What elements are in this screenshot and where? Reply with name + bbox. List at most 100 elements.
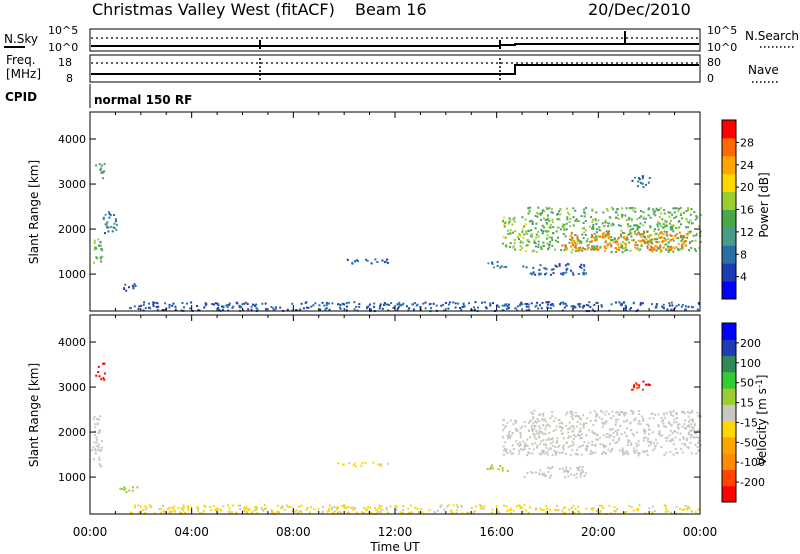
scatter-cell-7: [656, 238, 659, 241]
scatter-cell-8: [637, 231, 640, 234]
scatter-cell-7: [639, 222, 642, 225]
scatter-cell-9: [347, 505, 350, 508]
scatter-cell-7: [541, 472, 544, 475]
scatter-cell-7: [669, 211, 672, 214]
scatter-cell-7: [579, 475, 582, 478]
scatter-cell-0: [94, 423, 97, 426]
scatter-cell-11: [221, 309, 224, 312]
scatter-cell-9: [546, 508, 548, 511]
scatter-cell-1: [102, 376, 105, 379]
scatter-cell-2: [123, 488, 126, 491]
scatter-cell-7: [640, 210, 643, 212]
scatter-cell-6: [689, 418, 692, 421]
scatter-cell-7: [625, 239, 628, 242]
scatter-cell-6: [546, 424, 548, 427]
scatter-cell-9: [434, 511, 437, 514]
scatter-cell-6: [653, 447, 656, 450]
scatter-cell-9: [202, 510, 205, 513]
scatter-cell-9: [341, 504, 344, 507]
scatter-cell-7: [567, 470, 570, 473]
scatter-cell-6: [605, 436, 608, 439]
scatter-cell-11: [595, 301, 598, 304]
scatter-cell-9: [346, 511, 349, 514]
scatter-cell-6: [684, 419, 687, 422]
scatter-cell-7: [665, 243, 668, 246]
scatter-cell-11: [272, 307, 275, 310]
scatter-cell-8: [580, 248, 583, 251]
scatter-cell-7: [577, 239, 580, 242]
scatter-cell-11: [530, 302, 533, 305]
scatter-cell-8: [579, 246, 582, 249]
scatter-cell-3: [128, 286, 130, 289]
scatter-cell-9: [255, 508, 258, 511]
scatter-cell-6: [670, 412, 673, 415]
scatter-cell-7: [615, 211, 618, 214]
scatter-cell-7: [576, 467, 579, 469]
scatter-cell-6: [570, 425, 573, 428]
scatter-cell-7: [585, 206, 587, 209]
scatter-cell-8: [618, 248, 621, 251]
scatter-cell-9: [538, 268, 541, 271]
scatter-cell-6: [531, 429, 534, 432]
scatter-cell-11: [600, 305, 603, 308]
scatter-cell-1: [100, 167, 102, 170]
scatter-cell-9: [138, 511, 141, 514]
scatter-cell-6: [545, 446, 548, 449]
scatter-cell-8: [616, 243, 619, 246]
colorbar-segment: [722, 371, 736, 389]
scatter-cell-0: [94, 449, 97, 452]
scatter-cell-11: [345, 302, 348, 305]
scatter-cell-9: [675, 506, 678, 508]
scatter-cell-9: [456, 504, 459, 507]
scatter-cell-6: [508, 221, 511, 223]
scatter-cell-7: [641, 233, 644, 236]
scatter-cell-8: [638, 384, 641, 387]
scatter-cell-7: [533, 239, 536, 242]
scatter-cell-8: [594, 239, 597, 242]
scatter-cell-9: [190, 506, 193, 509]
scatter-cell-8: [630, 232, 633, 235]
scatter-cell-11: [274, 307, 277, 310]
scatter-cell-5: [519, 431, 522, 434]
scatter-cell-8: [588, 243, 591, 246]
scatter-cell-6: [533, 436, 536, 439]
scatter-cell-11: [545, 301, 548, 304]
scatter-cell-7: [551, 221, 554, 224]
scatter-cell-11: [459, 307, 462, 309]
scatter-cell-9: [451, 511, 454, 514]
scatter-cell-9: [483, 505, 486, 508]
scatter-cell-9: [184, 511, 187, 514]
colorbar-tick-label: 4: [740, 271, 747, 284]
scatter-cell-11: [205, 303, 208, 306]
scatter-cell-5: [500, 265, 503, 268]
scatter-cell-6: [674, 447, 677, 450]
scatter-cell-8: [599, 235, 602, 238]
scatter-cell-7: [574, 244, 577, 247]
scatter-cell-9: [399, 511, 402, 514]
scatter-cell-7: [626, 238, 629, 241]
scatter-cell-11: [442, 303, 445, 306]
scatter-cell-7: [531, 235, 534, 238]
scatter-cell-11: [353, 301, 356, 304]
scatter-cell-11: [428, 303, 431, 306]
scatter-cell-6: [621, 449, 624, 452]
scatter-cell-6: [630, 442, 633, 445]
scatter-cell-6: [589, 452, 592, 455]
scatter-cell-6: [557, 419, 560, 421]
scatter-cell-6: [648, 440, 651, 443]
scatter-cell-10: [637, 185, 639, 188]
scatter-cell-7: [694, 239, 697, 242]
scatter-cell-9: [565, 268, 568, 271]
scatter-cell-7: [543, 244, 545, 247]
scatter-cell-9: [697, 508, 700, 511]
scatter-cell-8: [576, 242, 579, 245]
colorbar-tick-label: 24: [740, 159, 754, 172]
scatter-cell-6: [604, 451, 607, 454]
scatter-cell-11: [238, 306, 241, 309]
scatter-cell-4: [381, 259, 384, 262]
scatter-cell-7: [571, 238, 574, 241]
scatter-cell-5: [496, 261, 499, 263]
scatter-cell-2: [102, 218, 105, 221]
y-tick-label: 4000: [58, 133, 86, 146]
scatter-cell-7: [535, 222, 538, 225]
